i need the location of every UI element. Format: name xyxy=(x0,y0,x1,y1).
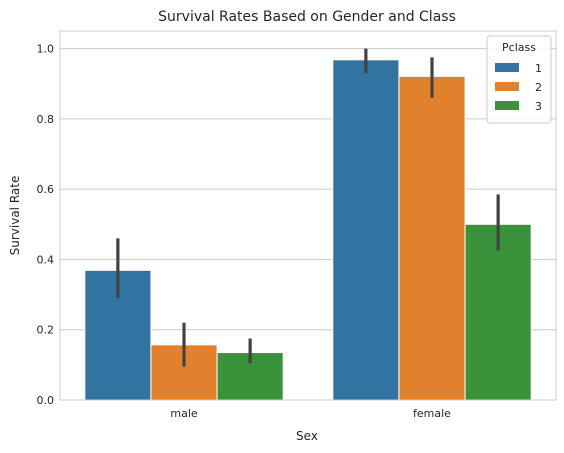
legend-swatch xyxy=(495,101,519,110)
plot-frame xyxy=(59,30,557,401)
legend: Pclass 1 2 3 xyxy=(486,35,552,124)
legend-label: 1 xyxy=(535,62,542,75)
error-bars xyxy=(116,48,500,367)
y-tick-label: 1.0 xyxy=(37,43,55,56)
legend-swatch xyxy=(495,82,519,91)
x-axis-label: Sex xyxy=(296,429,318,443)
y-axis-label: Survival Rate xyxy=(8,176,22,256)
bar xyxy=(332,59,400,401)
y-tick-label: 0.4 xyxy=(37,253,55,266)
y-tick-label: 0.2 xyxy=(37,324,55,337)
legend-label: 2 xyxy=(535,81,542,94)
bar xyxy=(464,223,532,401)
x-tick-label: female xyxy=(413,407,451,420)
x-tick-label: male xyxy=(170,407,198,420)
y-tick-label: 0.0 xyxy=(37,394,55,407)
y-axis-ticks: 0.0 0.2 0.4 0.6 0.8 1.0 xyxy=(37,43,55,407)
legend-label: 3 xyxy=(535,100,542,113)
chart-title: Survival Rates Based on Gender and Class xyxy=(158,9,456,25)
x-axis-ticks: male female xyxy=(170,407,451,420)
legend-swatch xyxy=(495,63,519,72)
legend-title: Pclass xyxy=(502,41,536,54)
y-tick-label: 0.8 xyxy=(37,113,55,126)
bar xyxy=(398,75,466,401)
y-tick-label: 0.6 xyxy=(37,183,55,196)
